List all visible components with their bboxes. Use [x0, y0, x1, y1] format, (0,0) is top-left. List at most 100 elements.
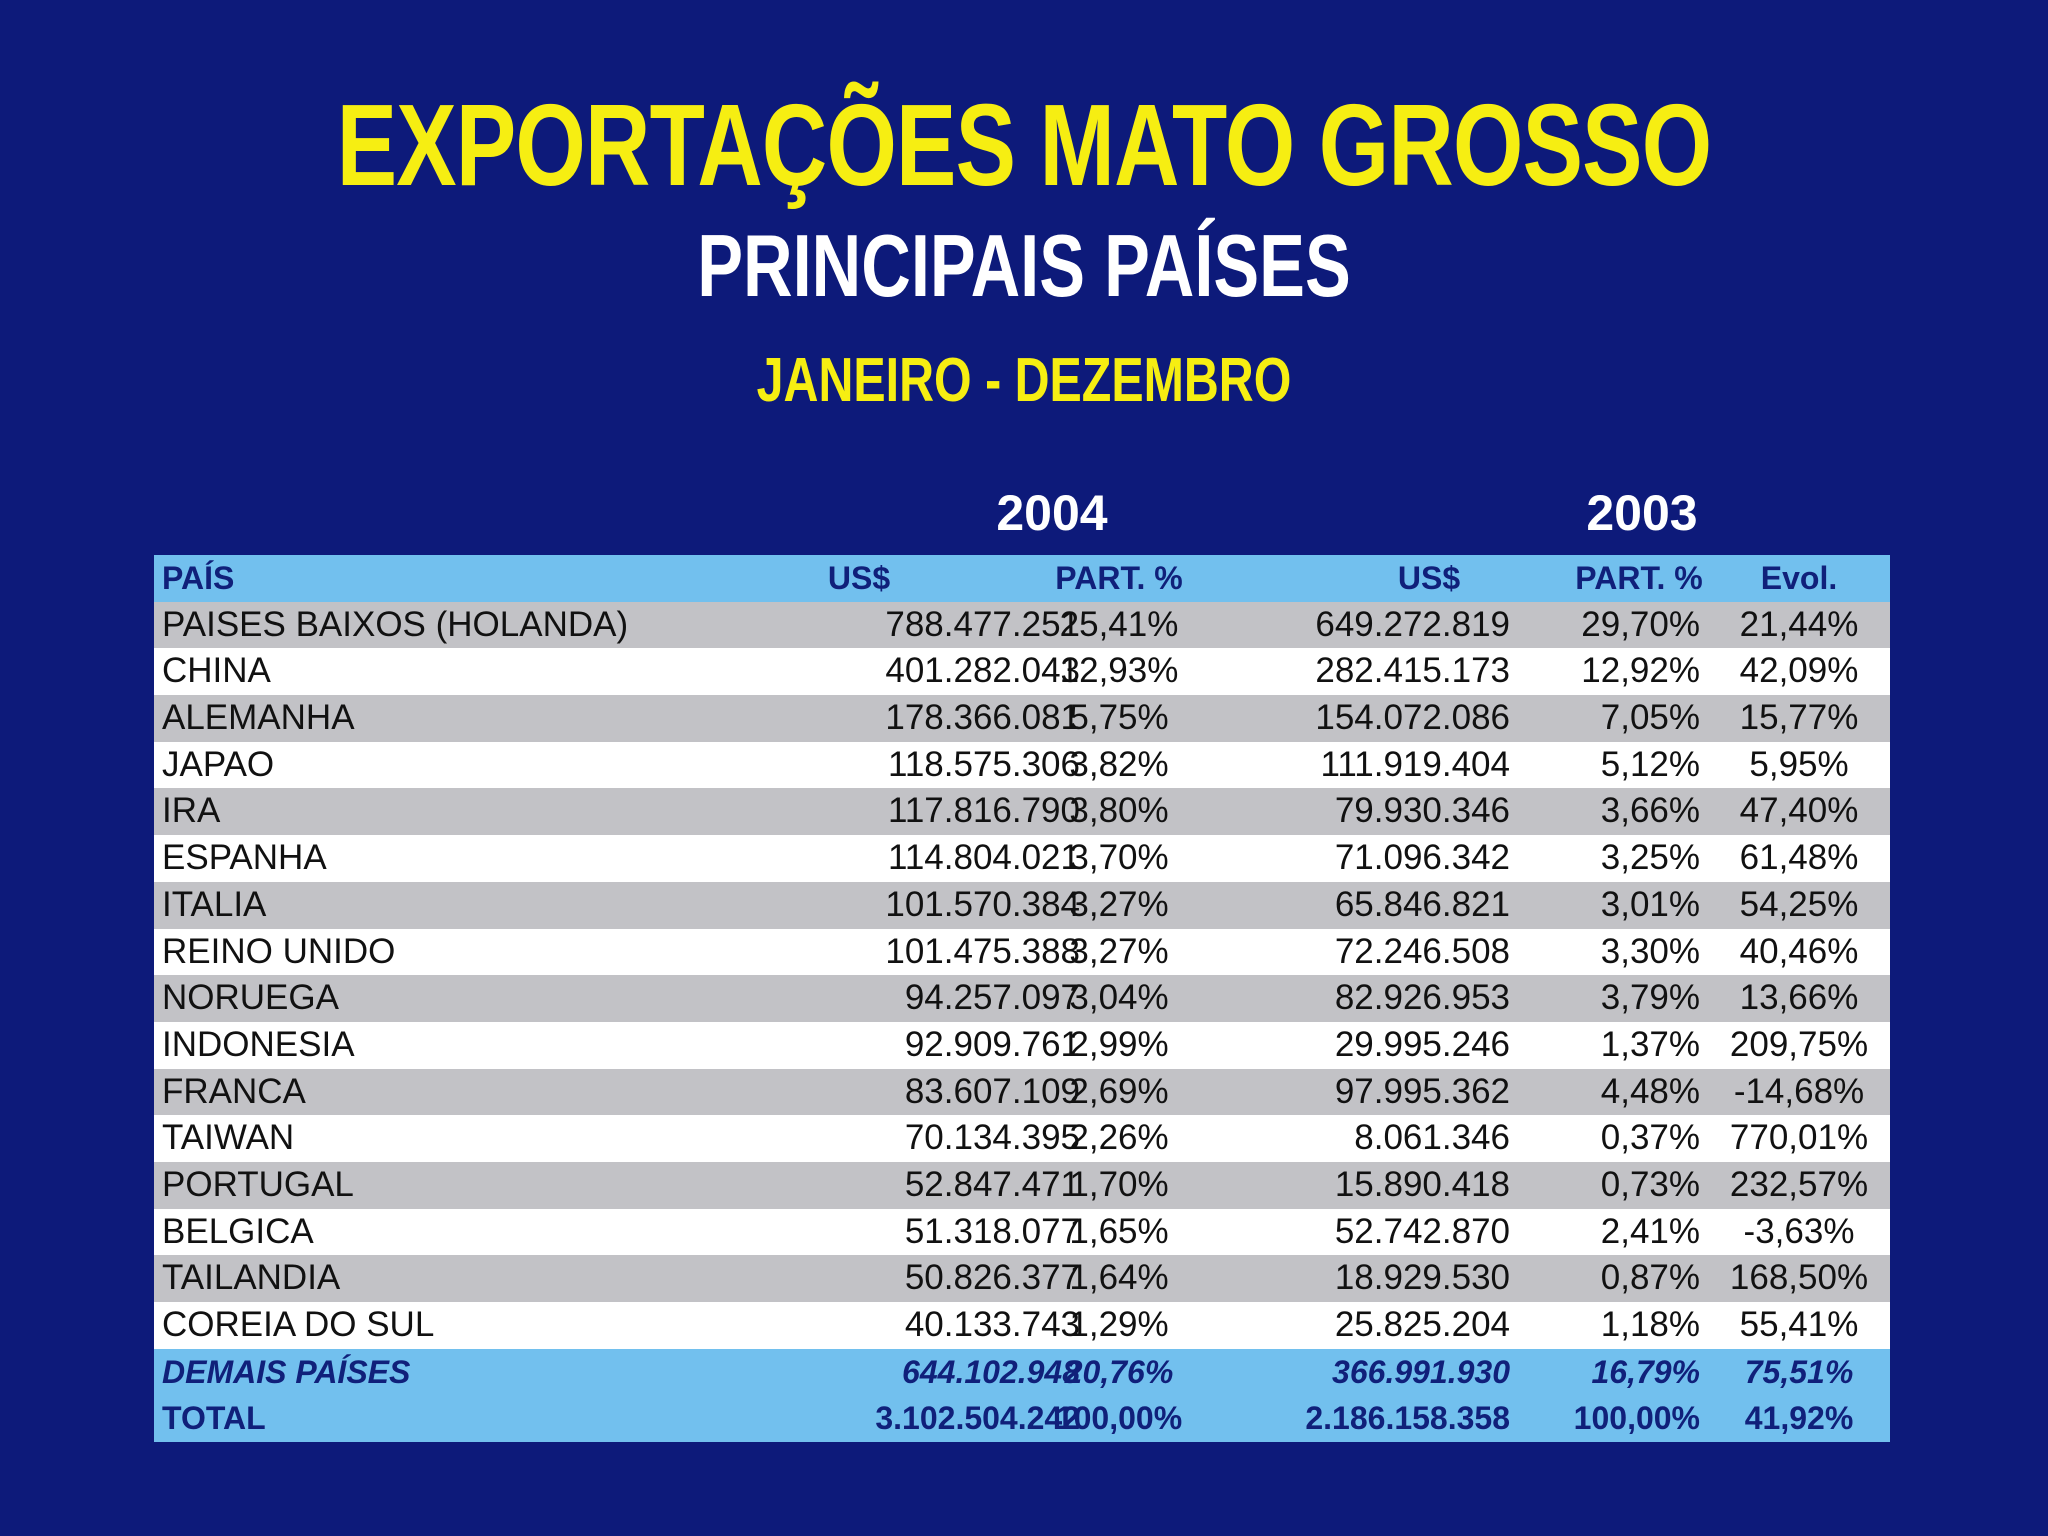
cell-us-2003: 72.246.508: [1334, 931, 1510, 971]
cell-part-2003: 3,01%: [1600, 884, 1700, 924]
cell-us-2004: 644.102.948: [902, 1353, 1080, 1390]
cell-part-2003: 3,79%: [1600, 978, 1700, 1018]
cell-pais: FRANCA: [162, 1071, 306, 1111]
cell-part-2003: 0,73%: [1600, 1164, 1700, 1204]
cell-us-2004: 52.847.471: [904, 1164, 1080, 1204]
cell-us-2004: 788.477.251: [885, 604, 1080, 644]
cell-evol: 75,51%: [1744, 1353, 1854, 1390]
cell-us-2004: 51.318.077: [904, 1211, 1080, 1251]
cell-part-2004: 25,41%: [1059, 604, 1179, 644]
year-2003-label: 2003: [1586, 485, 1698, 541]
cell-part-2003: 5,12%: [1600, 744, 1700, 784]
cell-pais: ITALIA: [162, 884, 267, 924]
cell-us-2004: 3.102.504.242: [875, 1400, 1080, 1437]
cell-part-2003: 3,25%: [1600, 838, 1700, 878]
table-row: FRANCA 83.607.109 2,69% 97.995.362 4,48%…: [154, 1068, 1890, 1116]
table-row: TAILANDIA 50.826.377 1,64% 18.929.530 0,…: [154, 1255, 1890, 1302]
table-row: TAIWAN 70.134.395 2,26% 8.061.346 0,37% …: [154, 1115, 1890, 1162]
cell-us-2004: 50.826.377: [904, 1258, 1080, 1298]
cell-evol: 54,25%: [1739, 884, 1859, 924]
cell-us-2004: 94.257.097: [904, 978, 1080, 1018]
table-row: ITALIA 101.570.384 3,27% 65.846.821 3,01…: [154, 881, 1890, 929]
table-header-row: PAÍS US$ PART. % US$ PART. % Evol.: [154, 555, 1890, 602]
cell-us-2003: 111.919.404: [1320, 744, 1510, 784]
demais-paises-row: DEMAIS PAÍSES 644.102.948 20,76% 366.991…: [154, 1348, 1890, 1396]
table-row: BELGICA 51.318.077 1,65% 52.742.870 2,41…: [154, 1208, 1890, 1256]
cell-pais: PAISES BAIXOS (HOLANDA): [162, 604, 629, 644]
cell-pais: REINO UNIDO: [162, 931, 396, 971]
cell-part-2004: 2,99%: [1069, 1024, 1169, 1064]
cell-part-2004: 5,75%: [1069, 698, 1169, 738]
header-us-2003: US$: [1397, 560, 1461, 596]
cell-us-2004: 83.607.109: [904, 1071, 1080, 1111]
cell-us-2004: 70.134.395: [904, 1118, 1080, 1158]
cell-us-2003: 65.846.821: [1334, 884, 1510, 924]
cell-pais: PORTUGAL: [162, 1164, 354, 1204]
cell-evol: 61,48%: [1739, 838, 1859, 878]
cell-part-2004: 3,80%: [1069, 791, 1169, 831]
cell-us-2004: 401.282.043: [885, 651, 1080, 691]
cell-us-2003: 25.825.204: [1334, 1305, 1510, 1344]
cell-pais: ESPANHA: [162, 838, 327, 878]
cell-pais: IRA: [162, 791, 221, 831]
header-pais: PAÍS: [162, 560, 235, 596]
exports-table: PAÍS US$ PART. % US$ PART. % Evol. PAISE…: [154, 555, 1890, 1443]
cell-us-2003: 79.930.346: [1334, 791, 1510, 831]
cell-pais: TOTAL: [162, 1400, 266, 1437]
cell-us-2003: 97.995.362: [1334, 1071, 1510, 1111]
cell-evol: 21,44%: [1739, 604, 1859, 644]
cell-evol: 40,46%: [1739, 931, 1859, 971]
cell-us-2003: 82.926.953: [1334, 978, 1510, 1018]
header-us-2004: US$: [827, 560, 891, 596]
cell-part-2003: 16,79%: [1591, 1353, 1700, 1390]
cell-part-2003: 7,05%: [1600, 698, 1700, 738]
cell-pais: TAILANDIA: [162, 1258, 341, 1298]
cell-part-2003: 0,87%: [1600, 1258, 1700, 1298]
cell-evol: 15,77%: [1739, 698, 1859, 738]
cell-pais: BELGICA: [162, 1211, 314, 1251]
table-row: INDONESIA 92.909.761 2,99% 29.995.246 1,…: [154, 1021, 1890, 1069]
cell-pais: ALEMANHA: [162, 698, 355, 738]
table-row: CHINA 401.282.043 12,93% 282.415.173 12,…: [154, 648, 1890, 696]
cell-part-2004: 20,76%: [1064, 1353, 1174, 1390]
cell-pais: TAIWAN: [162, 1118, 295, 1158]
cell-evol: 209,75%: [1729, 1024, 1869, 1064]
cell-us-2004: 178.366.081: [885, 698, 1080, 738]
page-title: EXPORTAÇÕES MATO GROSSO: [336, 80, 1712, 210]
cell-pais: NORUEGA: [162, 978, 339, 1018]
cell-part-2003: 0,37%: [1600, 1118, 1700, 1158]
cell-evol: 5,95%: [1749, 744, 1849, 784]
table-row: ALEMANHA 178.366.081 5,75% 154.072.086 7…: [154, 695, 1890, 742]
cell-evol: 232,57%: [1729, 1164, 1869, 1204]
page-subtitle: PRINCIPAIS PAÍSES: [697, 216, 1351, 315]
cell-us-2003: 366.991.930: [1332, 1353, 1510, 1390]
header-part-2004: PART. %: [1055, 560, 1183, 596]
header-part-2003: PART. %: [1575, 560, 1703, 596]
cell-evol: 55,41%: [1739, 1305, 1859, 1344]
cell-evol: 47,40%: [1739, 791, 1859, 831]
cell-pais: COREIA DO SUL: [162, 1305, 435, 1344]
cell-part-2004: 3,04%: [1069, 978, 1169, 1018]
period-label: JANEIRO - DEZEMBRO: [756, 346, 1292, 415]
cell-us-2003: 71.096.342: [1334, 838, 1510, 878]
cell-us-2004: 101.475.388: [885, 931, 1080, 971]
year-2004-label: 2004: [996, 485, 1108, 541]
cell-part-2003: 100,00%: [1573, 1400, 1700, 1437]
cell-part-2003: 2,41%: [1600, 1211, 1700, 1251]
cell-evol: 13,66%: [1739, 978, 1859, 1018]
cell-us-2004: 101.570.384: [885, 884, 1080, 924]
table-row: COREIA DO SUL 40.133.743 1,29% 25.825.20…: [154, 1302, 1890, 1349]
cell-part-2004: 1,64%: [1069, 1258, 1169, 1298]
cell-evol: -3,63%: [1743, 1211, 1855, 1251]
cell-us-2003: 8.061.346: [1354, 1118, 1510, 1158]
cell-part-2004: 3,70%: [1069, 838, 1169, 878]
cell-us-2003: 52.742.870: [1334, 1211, 1510, 1251]
cell-part-2003: 3,66%: [1600, 791, 1700, 831]
cell-part-2004: 1,65%: [1069, 1211, 1169, 1251]
cell-evol: 41,92%: [1744, 1400, 1854, 1437]
total-row: TOTAL 3.102.504.242 100,00% 2.186.158.35…: [154, 1395, 1890, 1443]
cell-us-2004: 92.909.761: [904, 1024, 1080, 1064]
table-row: PAISES BAIXOS (HOLANDA) 788.477.251 25,4…: [154, 601, 1890, 649]
cell-part-2003: 29,70%: [1581, 604, 1700, 644]
table-row: IRA 117.816.790 3,80% 79.930.346 3,66% 4…: [154, 788, 1890, 836]
